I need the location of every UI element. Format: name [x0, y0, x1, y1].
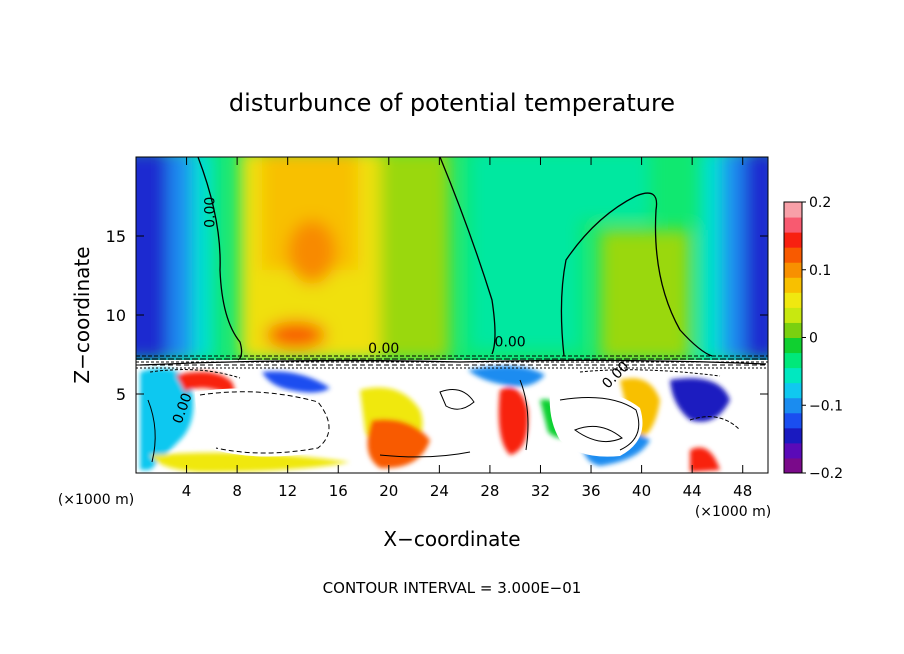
- x-tick-label: 16: [329, 482, 348, 500]
- x-tick-label: 4: [182, 482, 192, 500]
- colorbar-swatch: [784, 202, 802, 218]
- x-axis: 4 8 12 16 20 24 28 32 36 40 44 48: [182, 157, 752, 500]
- zero-contours: [139, 157, 767, 366]
- colorbar-swatch: [784, 367, 802, 384]
- y-tick-label: 5: [116, 385, 126, 404]
- colorbar-swatch: [784, 307, 802, 323]
- contour-label: 0.00: [202, 197, 218, 228]
- colorbar-swatch: [784, 442, 802, 459]
- contour-label: 0.00: [495, 335, 526, 351]
- chart-title: disturbunce of potential temperature: [229, 89, 675, 117]
- y-axis-label: Z−coordinate: [70, 246, 94, 383]
- warm-core: [288, 220, 336, 284]
- colorbar-tick-label: 0.2: [809, 195, 831, 211]
- colorbar-swatch: [784, 277, 802, 293]
- colorbar-swatch: [784, 412, 802, 429]
- x-tick-label: 36: [581, 482, 600, 500]
- x-axis-label: X−coordinate: [383, 527, 520, 551]
- y-tick-label: 10: [106, 306, 126, 325]
- x-tick-label: 8: [232, 482, 242, 500]
- x-unit-left: (×1000 m): [58, 492, 134, 508]
- contour-interval-note: CONTOUR INTERVAL = 3.000E−01: [323, 579, 582, 597]
- x-tick-label: 28: [480, 482, 499, 500]
- colorbar-swatch: [784, 292, 802, 308]
- colorbar-tick-label: −0.1: [809, 398, 843, 414]
- colorbar-swatch: [784, 382, 802, 399]
- colorbar-swatch: [784, 247, 802, 263]
- lower-layer: [136, 360, 768, 473]
- x-tick-label: 20: [379, 482, 398, 500]
- x-tick-label: 24: [430, 482, 449, 500]
- colorbar-swatch: [784, 322, 802, 338]
- contour-label: 0.00: [368, 341, 399, 357]
- colorbar-tick-label: −0.2: [809, 466, 843, 482]
- x-tick-label: 44: [683, 482, 702, 500]
- colorbar-ticks: 0.2 0.1 0 −0.1 −0.2: [802, 195, 843, 482]
- y-axis: 5 10 15: [106, 227, 768, 404]
- colorbar-swatch: [784, 217, 802, 233]
- y-tick-label: 15: [106, 227, 126, 246]
- right-cold-region: [740, 157, 768, 360]
- colorbar-tick-label: 0.1: [809, 263, 831, 279]
- colorbar-swatch: [784, 457, 802, 474]
- colorbar-swatch: [784, 262, 802, 278]
- x-tick-label: 40: [632, 482, 651, 500]
- colorbar-swatch: [784, 352, 802, 369]
- colorbar-swatch: [784, 337, 802, 354]
- x-tick-label: 48: [733, 482, 752, 500]
- lower-contours: [147, 379, 741, 463]
- x-unit-right: (×1000 m): [695, 504, 771, 520]
- x-tick-label: 32: [531, 482, 550, 500]
- colorbar-swatch: [784, 397, 802, 414]
- plot-area: 0.000.00 0.000.000.00: [136, 157, 768, 473]
- colorbar-swatch: [784, 427, 802, 444]
- colorbar-swatch: [784, 232, 802, 248]
- x-tick-label: 12: [278, 482, 297, 500]
- colorbar-tick-label: 0: [809, 331, 818, 347]
- colorbar: [783, 201, 803, 474]
